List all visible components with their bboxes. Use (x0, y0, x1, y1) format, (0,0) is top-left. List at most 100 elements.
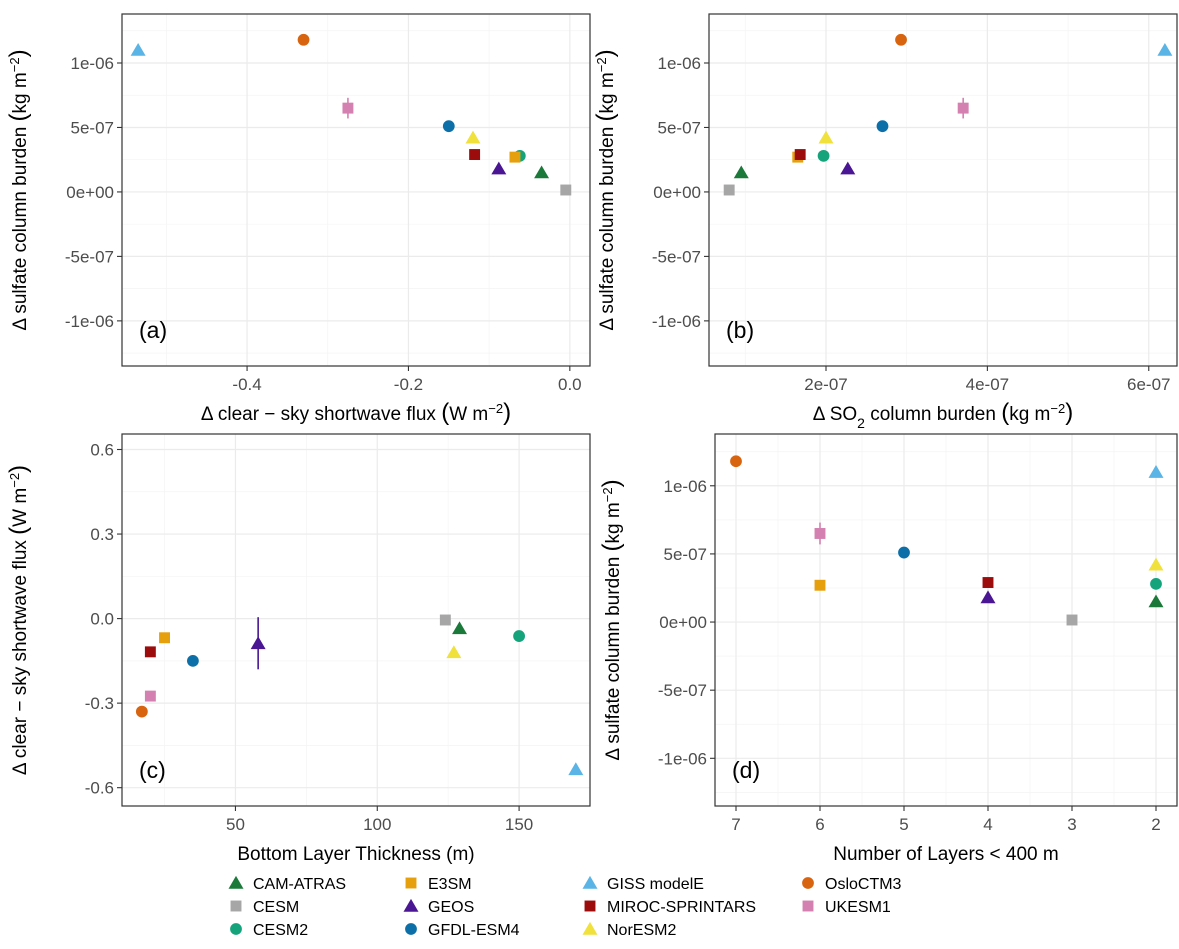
y-axis-title: Δ sulfate column burden (kg m−2) (5, 49, 32, 330)
legend-label: CAM-ATRAS (253, 876, 346, 893)
point-gfdl-esm4 (876, 120, 889, 133)
panel-label-d: (d) (732, 757, 760, 783)
point-cam-atras (1148, 594, 1164, 608)
panel-d: 7 6 5 4 3 2 -1e-06 -5e-07 0e+00 5e-07 1e-06 (d) Numb… (598, 433, 1178, 865)
x-tick-label: 150 (505, 815, 533, 834)
x-tick-label: 50 (226, 815, 245, 834)
legend-label: OsloCTM3 (825, 876, 902, 893)
point-ukesm1 (814, 528, 826, 539)
point-ukesm1 (342, 102, 354, 114)
y-tick-label: 5e-07 (71, 118, 114, 137)
y-axis-title: Δ sulfate column burden (kg m−2) (598, 479, 625, 760)
legend-item-noresm2: NorESM2 (582, 921, 676, 939)
y-tick-label: 0e+00 (659, 613, 707, 632)
point-cesm2 (1150, 578, 1162, 590)
panel-label-b: (b) (726, 317, 754, 343)
panel-border (121, 433, 591, 807)
y-tick-label: 0e+00 (653, 183, 701, 202)
point-noresm2 (465, 130, 481, 144)
point-cesm (1066, 614, 1078, 626)
y-tick-label: -0.3 (85, 694, 114, 713)
legend-label: CESM2 (253, 922, 308, 939)
legend-item-giss-modele: GISS modelE (582, 875, 704, 893)
y-tick-label: 0.6 (90, 441, 114, 460)
legend-key (802, 877, 814, 889)
panel-c: 50 100 150 -0.6 -0.3 0.0 0.3 0.6 (c) Bottom Layer… (5, 433, 591, 865)
point-e3sm (509, 151, 521, 163)
point-noresm2 (446, 645, 462, 659)
data-points (135, 614, 584, 776)
legend-item-gfdl-esm4: GFDL-ESM4 (405, 922, 520, 939)
grid (709, 14, 1177, 366)
point-geos (491, 161, 507, 175)
point-cam-atras (452, 621, 468, 635)
point-ukesm1 (957, 102, 969, 114)
x-axis-title: Δ SO2 column burden (kg m−2) (813, 399, 1073, 431)
legend-item-osloctm3: OsloCTM3 (802, 876, 902, 893)
legend-item-geos: GEOS (403, 898, 474, 916)
legend-item-cesm: CESM (230, 899, 299, 916)
point-miroc-sprintars (469, 149, 481, 160)
y-tick-label: -5e-07 (65, 247, 114, 266)
grid (122, 14, 590, 366)
x-tick-label: 2 (1151, 815, 1160, 834)
point-noresm2 (818, 130, 834, 144)
point-miroc-sprintars (982, 577, 994, 588)
panel-a: -0.4 -0.2 0.0 -1e-06 -5e-07 0e+00 5e-07 1e-06 (a… (5, 13, 591, 426)
y-tick-label: 0e+00 (66, 183, 114, 202)
legend-item-cam-atras: CAM-ATRAS (228, 875, 346, 893)
point-cesm2 (817, 149, 830, 162)
legend-key (405, 923, 417, 935)
y-tick-label: -1e-06 (65, 312, 114, 331)
legend-label: NorESM2 (607, 922, 676, 939)
point-miroc-sprintars (794, 149, 806, 160)
y-axis-title: Δ sulfate column burden (kg m−2) (592, 49, 619, 330)
point-giss-modele (130, 42, 146, 56)
legend-label: UKESM1 (825, 899, 891, 916)
point-miroc-sprintars (144, 646, 156, 658)
legend-key (228, 875, 244, 889)
x-axis-title: Δ clear − sky shortwave flux (W m−2) (201, 399, 511, 426)
point-osloctm3 (895, 33, 907, 46)
legend-key (582, 921, 598, 935)
x-tick-label: 3 (1067, 815, 1076, 834)
point-cesm (439, 614, 451, 626)
point-gfdl-esm4 (442, 120, 455, 133)
y-tick-label: 0.3 (90, 525, 114, 544)
panel-border (714, 433, 1178, 807)
data-points (730, 455, 1164, 626)
point-e3sm (159, 632, 171, 644)
y-tick-label: 5e-07 (658, 118, 701, 137)
legend-label: GEOS (428, 899, 474, 916)
x-tick-label: 2e-07 (804, 375, 847, 394)
legend-key (403, 898, 419, 912)
legend-item-cesm2: CESM2 (230, 922, 308, 939)
x-tick-label: 4e-07 (966, 375, 1009, 394)
x-axis-title: Bottom Layer Thickness (m) (237, 844, 474, 865)
data-points (130, 33, 572, 196)
grid (715, 434, 1177, 806)
panel-border (121, 13, 591, 367)
point-cesm (723, 184, 735, 196)
y-tick-label: -5e-07 (652, 247, 701, 266)
legend-key (582, 875, 598, 889)
x-tick-label: 100 (363, 815, 391, 834)
y-tick-label: -1e-06 (652, 312, 701, 331)
x-tick-label: 0.0 (558, 375, 582, 394)
legend-label: CESM (253, 899, 299, 916)
point-giss-modele (1148, 465, 1164, 478)
legend-key (405, 877, 417, 889)
point-e3sm (814, 579, 826, 591)
x-tick-label: 6e-07 (1127, 375, 1170, 394)
y-tick-label: -0.6 (85, 779, 114, 798)
y-tick-label: -1e-06 (658, 749, 707, 768)
x-tick-label: 7 (731, 815, 740, 834)
point-gfdl-esm4 (187, 654, 199, 667)
legend-item-miroc-sprintars: MIROC-SPRINTARS (584, 899, 756, 916)
point-geos (250, 636, 266, 650)
point-giss-modele (568, 762, 584, 776)
point-geos (980, 590, 996, 604)
point-cesm2 (513, 630, 525, 642)
legend: CAM-ATRAS CESM CESM2 E3SM GEOS GFDL-ESM4 GISS … (228, 875, 902, 939)
